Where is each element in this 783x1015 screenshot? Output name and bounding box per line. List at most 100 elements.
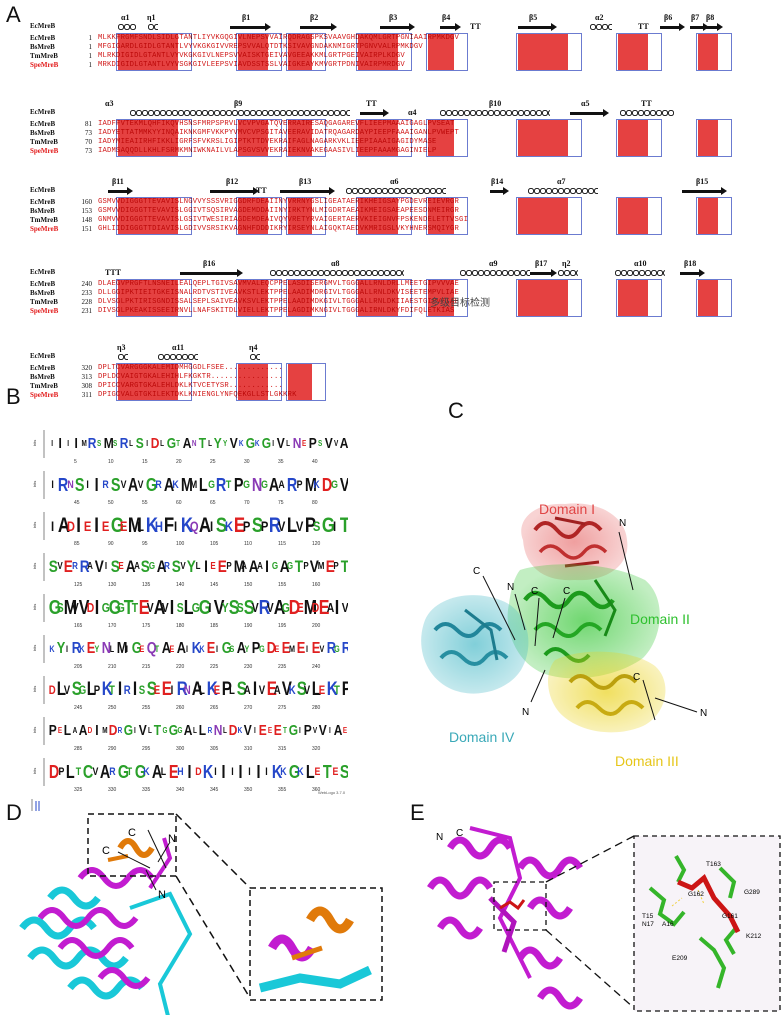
alpha-helix-coil [118, 24, 136, 30]
logo-letter: G [207, 479, 215, 491]
logo-tick-label: 130 [108, 582, 117, 588]
sequence-residues: GNMVVDIGGGTTEVAVISLGSIVTWESIRIAGDEMDEAIV… [98, 216, 469, 224]
sequence-start-position: 160 [81, 198, 93, 206]
alpha-helix-coil [460, 270, 530, 276]
logo-letter: E [233, 514, 245, 537]
ss-element-label: β12 [226, 177, 239, 186]
logo-letters: DLVSGLPKTIRISSEEIRNALKEPLSAIVEAVKSVLEKTP [48, 676, 348, 704]
sequence-start-position: 1 [88, 61, 93, 69]
alpha-helix-coil [148, 24, 158, 30]
logo-letter: A [279, 557, 289, 576]
panel-label-e: E [410, 800, 425, 825]
logo-letter: T [226, 479, 232, 491]
svg-text:bits: bits [32, 645, 37, 651]
svg-text:bits: bits [32, 727, 37, 733]
logo-tail-row [30, 797, 70, 813]
logo-letter: I [265, 557, 269, 576]
logo-tick-label: 225 [210, 664, 219, 670]
logo-tick-label: 315 [278, 746, 287, 752]
logo-letter: G [108, 597, 121, 619]
logo-letter: S [229, 644, 235, 654]
sequence-row: BsMreB 233 DLLGGIPKTIEITGKEISNALRDTVSTIVEA… [30, 289, 720, 298]
logo-tick-label: 40 [312, 459, 318, 465]
beta-strand-arrow [360, 109, 389, 117]
alpha-helix-coil [440, 110, 550, 116]
ss-element-label: TT [256, 186, 267, 195]
domain-ii-surface [507, 564, 660, 679]
logo-letter: K [297, 766, 304, 778]
logo-letter: N [67, 479, 74, 491]
logo-letter: P [308, 435, 317, 452]
logo-tick-label: 15 [142, 459, 148, 465]
ss-reference-name: EcMreB [30, 352, 56, 360]
logo-letter: M [303, 597, 317, 619]
logo-letter: L [161, 766, 167, 778]
logo-letter: A [326, 600, 334, 615]
ss-element-label: α7 [557, 177, 566, 186]
logo-x-ticks: 245 250 255 260 265 270 275 280 [48, 705, 348, 715]
logo-letter: S [236, 679, 246, 700]
sequence-start-position: 233 [81, 289, 93, 297]
logo-x-ticks: 325 330 335 340 345 350 355 360 [48, 787, 348, 797]
logo-letter: A [128, 475, 139, 495]
logo-letter: T [341, 553, 348, 581]
logo-letter: D [288, 597, 301, 619]
logo-letter: G [261, 435, 271, 452]
logo-tick-label: 65 [210, 500, 216, 506]
logo-letter: R [109, 766, 116, 778]
logo-letter: R [326, 640, 336, 657]
sequence-residues: DPLTCVARGGGKALEMIDMHGGDLFSEE............… [98, 364, 284, 372]
ss-element-label: β5 [529, 13, 538, 22]
sequence-start-position: 320 [81, 364, 93, 372]
residue-g161: G161 [722, 913, 738, 920]
ss-element-label: α3 [105, 99, 114, 108]
logo-letter: S [75, 475, 85, 495]
logo-letter: V [266, 600, 273, 615]
sequence-row: EcMreB 160 GSMVVDIGGGTTEVAVISLNGVVYSSSVRIG… [30, 198, 720, 207]
sequence-residues: GSMVVDIGGGTTEVAVISLGGIVTSQSIRVAGDEMDDAII… [98, 207, 460, 215]
logo-letter: G [334, 644, 340, 654]
ss-element-label: TT [641, 99, 652, 108]
logo-letter: S [56, 600, 63, 615]
beta-strand-arrow [380, 23, 415, 31]
logo-letter: P [304, 514, 316, 537]
logo-letter: L [56, 679, 66, 700]
logo-letter: E [311, 640, 320, 657]
sequence-residues: IADYMIEAIIRHFIKKLIGRFSFVKRSLIGIPTKTTDVEK… [98, 138, 437, 146]
sequence-residues: DPICCVARGTGKALEHLDKLKTVCETYSR...........… [98, 382, 284, 390]
beta-strand-arrow [108, 187, 133, 195]
logo-letter: E [138, 597, 150, 619]
sequence-start-position: 313 [81, 373, 93, 381]
logo-tick-label: 325 [74, 787, 83, 793]
logo-letter: G [245, 435, 255, 452]
logo-letter: K [288, 683, 296, 697]
sequence-name: BsMreB [30, 289, 55, 297]
logo-letter: E [318, 597, 330, 619]
beta-strand-arrow [570, 109, 609, 117]
ss-element-label: β9 [234, 99, 243, 108]
sequence-residues: IADFFVTEKMLQHFIKQVHSNSFMRPSPRVLVCVPVGATQ… [98, 120, 455, 128]
beta-strand-arrow [690, 23, 709, 31]
logo-letter: G [198, 597, 211, 619]
logo-letter: I [298, 726, 301, 735]
logo-tick-label: 155 [278, 582, 287, 588]
alpha-helix-coil [590, 24, 612, 30]
logo-letter: L [128, 439, 133, 448]
sequence-name: EcMreB [30, 198, 56, 206]
logo-letter: R [164, 561, 170, 572]
secondary-structure-row: EcMreB β11 β12 TT β13 α6 β14 α7 β15 [30, 176, 727, 198]
beta-strand-arrow [300, 23, 337, 31]
logo-letter: A [78, 722, 88, 739]
logo-letter: I [271, 439, 274, 448]
logo-letter: I [95, 722, 99, 739]
logo-row: bits I I I I M RS MS RL S I DL GT AN T L YY VK GK GI V L NE PS V… [30, 428, 350, 470]
logo-letter: R [176, 679, 187, 700]
logo-letter: A [57, 514, 70, 537]
logo-letter: R [216, 475, 227, 495]
logo-letter: A [176, 640, 186, 657]
logo-tick-label: 50 [108, 500, 114, 506]
logo-letter: S [48, 557, 58, 576]
sequence-name: BsMreB [30, 43, 55, 51]
logo-tick-label: 60 [176, 500, 182, 506]
logo-letter: V [94, 557, 104, 576]
